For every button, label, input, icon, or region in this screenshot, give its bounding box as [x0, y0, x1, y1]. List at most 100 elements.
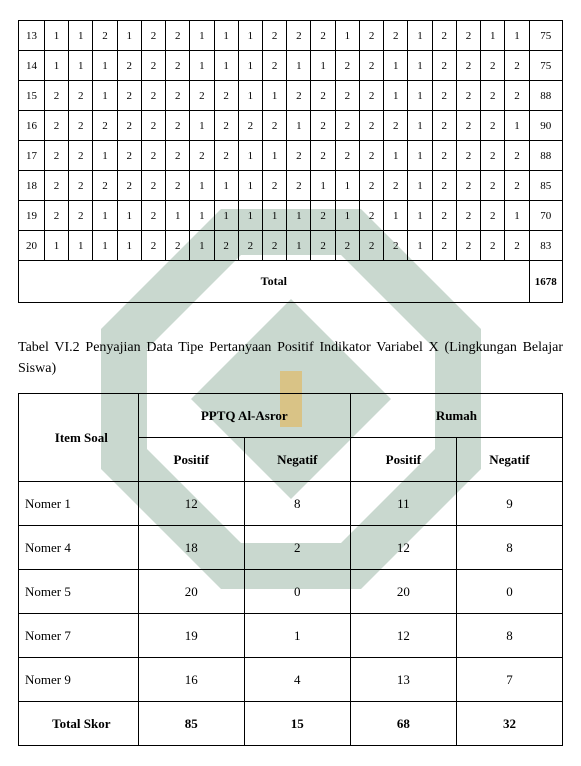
- cell: 2: [166, 51, 190, 81]
- cell: 2: [263, 21, 287, 51]
- cell: 1: [384, 81, 408, 111]
- row-sum: 88: [529, 81, 562, 111]
- header-neg-1: Negatif: [244, 438, 350, 482]
- table-row: 141112221112112211222275: [19, 51, 563, 81]
- summary-val-d: 8: [456, 614, 562, 658]
- summary-val-b: 0: [244, 570, 350, 614]
- header-pos-1: Positif: [138, 438, 244, 482]
- cell: 2: [166, 21, 190, 51]
- cell: 2: [263, 51, 287, 81]
- cell: 1: [117, 21, 141, 51]
- cell: 2: [287, 141, 311, 171]
- row-sum: 85: [529, 171, 562, 201]
- cell: 1: [69, 51, 93, 81]
- cell: 2: [117, 171, 141, 201]
- cell: 2: [359, 21, 383, 51]
- summary-val-c: 13: [350, 658, 456, 702]
- cell: 2: [214, 81, 238, 111]
- cell: 2: [359, 141, 383, 171]
- summary-val-b: 1: [244, 614, 350, 658]
- cell: 2: [359, 51, 383, 81]
- cell: 2: [505, 231, 529, 261]
- cell: 2: [456, 111, 480, 141]
- cell: 2: [384, 21, 408, 51]
- header-neg-2: Negatif: [456, 438, 562, 482]
- cell: 2: [141, 141, 165, 171]
- cell: 2: [141, 51, 165, 81]
- cell: 2: [432, 201, 456, 231]
- cell: 2: [456, 231, 480, 261]
- summary-val-a: 16: [138, 658, 244, 702]
- cell: 1: [408, 21, 432, 51]
- total-label: Total: [19, 261, 530, 303]
- summary-val-a: 18: [138, 526, 244, 570]
- row-number: 16: [19, 111, 45, 141]
- cell: 1: [214, 201, 238, 231]
- cell: 1: [505, 201, 529, 231]
- table-row: 152212222211222211222288: [19, 81, 563, 111]
- cell: 2: [117, 81, 141, 111]
- table-row: 182222221112211221222285: [19, 171, 563, 201]
- row-number: 17: [19, 141, 45, 171]
- cell: 2: [359, 81, 383, 111]
- cell: 2: [335, 141, 359, 171]
- summary-row: Nomer 5200200: [19, 570, 563, 614]
- header-group-1: PPTQ Al-Asror: [138, 394, 350, 438]
- cell: 1: [93, 51, 117, 81]
- cell: 1: [69, 231, 93, 261]
- cell: 2: [214, 231, 238, 261]
- row-sum: 88: [529, 141, 562, 171]
- cell: 2: [432, 171, 456, 201]
- cell: 2: [44, 81, 68, 111]
- cell: 1: [214, 21, 238, 51]
- cell: 2: [44, 111, 68, 141]
- cell: 2: [214, 111, 238, 141]
- cell: 2: [287, 81, 311, 111]
- cell: 1: [93, 231, 117, 261]
- summary-val-d: 0: [456, 570, 562, 614]
- summary-total-label: Total Skor: [19, 702, 139, 746]
- cell: 2: [481, 231, 505, 261]
- cell: 2: [141, 171, 165, 201]
- cell: 1: [190, 111, 214, 141]
- summary-val-c: 11: [350, 482, 456, 526]
- cell: 2: [117, 111, 141, 141]
- cell: 1: [190, 21, 214, 51]
- cell: 1: [190, 231, 214, 261]
- cell: 2: [432, 231, 456, 261]
- summary-val-b: 8: [244, 482, 350, 526]
- summary-row-label: Nomer 9: [19, 658, 139, 702]
- cell: 1: [408, 171, 432, 201]
- cell: 2: [44, 141, 68, 171]
- header-pos-2: Positif: [350, 438, 456, 482]
- cell: 2: [263, 171, 287, 201]
- cell: 1: [166, 201, 190, 231]
- summary-row: Nomer 1128119: [19, 482, 563, 526]
- table-row: 201111221222122221222283: [19, 231, 563, 261]
- summary-val-c: 12: [350, 526, 456, 570]
- summary-val-a: 12: [138, 482, 244, 526]
- cell: 2: [505, 81, 529, 111]
- cell: 1: [384, 201, 408, 231]
- cell: 2: [481, 111, 505, 141]
- cell: 1: [44, 231, 68, 261]
- cell: 1: [69, 21, 93, 51]
- cell: 2: [384, 111, 408, 141]
- cell: 2: [166, 171, 190, 201]
- cell: 2: [481, 141, 505, 171]
- cell: 2: [69, 111, 93, 141]
- cell: 2: [311, 111, 335, 141]
- cell: 2: [93, 171, 117, 201]
- cell: 2: [311, 141, 335, 171]
- cell: 2: [432, 111, 456, 141]
- cell: 1: [408, 201, 432, 231]
- cell: 1: [408, 111, 432, 141]
- summary-row: Nomer 9164137: [19, 658, 563, 702]
- cell: 2: [166, 231, 190, 261]
- cell: 2: [69, 141, 93, 171]
- cell: 2: [214, 141, 238, 171]
- cell: 1: [408, 141, 432, 171]
- summary-val-b: 4: [244, 658, 350, 702]
- summary-val-c: 12: [350, 614, 456, 658]
- data-table: 1311212211122212212211751411122211121122…: [18, 20, 563, 303]
